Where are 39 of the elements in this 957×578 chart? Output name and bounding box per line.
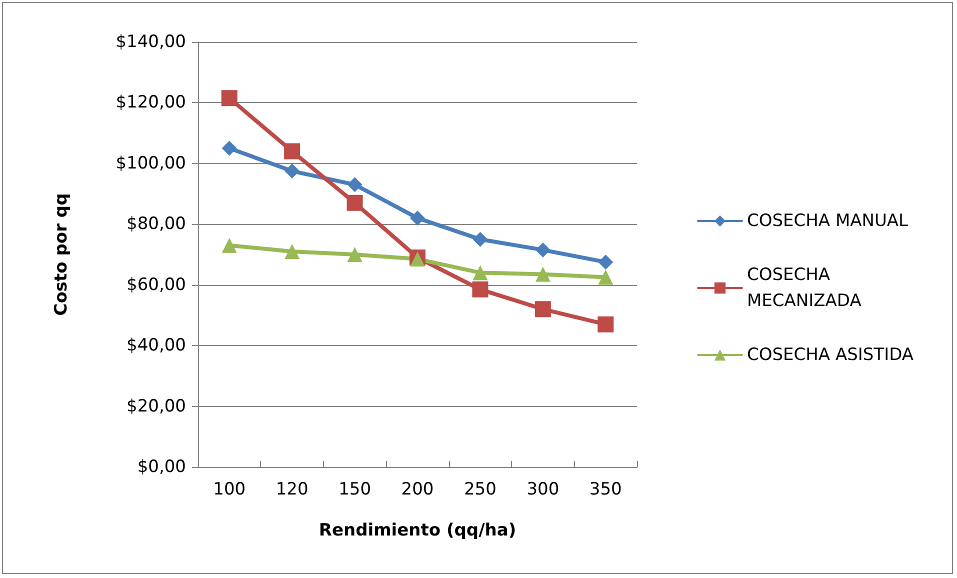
y-tick-label: $80,00 [126,214,186,234]
y-tick-label: $60,00 [126,274,186,295]
point [347,177,362,192]
point [472,281,488,298]
point [346,194,363,211]
point [534,301,551,318]
x-tick-label: 350 [589,480,622,500]
legend-label: COSECHA ASISTIDA [747,345,914,365]
point [472,232,488,247]
x-tick-label: 300 [526,480,560,500]
y-tick-label: $20,00 [126,396,186,416]
point [598,270,614,285]
point [222,140,237,156]
x-tick-label: 250 [464,480,496,500]
point [535,266,550,282]
point [535,242,550,258]
y-tick-label: $140,00 [116,32,186,52]
y-tick-label: $40,00 [126,336,186,356]
point [221,90,238,106]
point [598,254,614,270]
point [284,244,300,259]
point [598,316,614,332]
x-tick-label: 150 [338,480,372,500]
legend-label: COSECHA MECANIZADA [747,265,862,311]
point [410,210,425,226]
x-axis-title: Rendimiento (qq/ha) [318,520,516,540]
x-tick-label: 200 [401,480,434,500]
x-tick-label: 120 [276,480,308,500]
y-tick-label: $100,00 [116,153,186,174]
x-tick-label: 100 [213,480,246,500]
point [222,238,237,253]
point [284,143,300,160]
y-axis-title: Costo por qq [52,193,72,316]
y-tick-label: $120,00 [116,92,186,113]
y-tick-label: $0,00 [137,457,186,477]
point [472,265,488,280]
point [284,164,300,179]
legend-label: COSECHA MANUAL [747,211,909,231]
point [347,247,362,262]
